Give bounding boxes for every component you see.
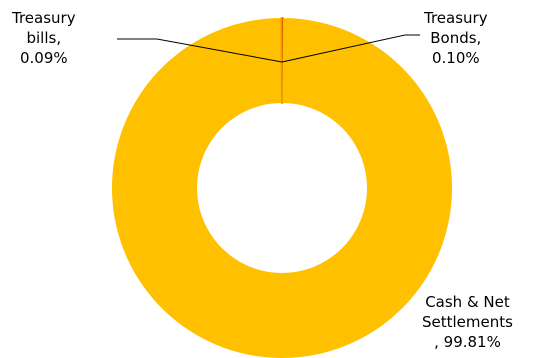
label-cash-net-settlements: Cash & Net Settlements , 99.81% <box>422 292 513 352</box>
leader-line-treasury-bonds <box>281 34 420 63</box>
label-treasury-bills-line2: bills, <box>26 29 62 47</box>
leader-line-treasury-bills <box>117 38 283 63</box>
label-cash-line2: Settlements <box>422 313 513 331</box>
label-treasury-bills: Treasury bills, 0.09% <box>12 8 76 68</box>
label-cash-line1: Cash & Net <box>425 293 510 311</box>
label-treasury-bonds-line1: Treasury <box>424 9 488 27</box>
label-treasury-bonds-line3: 0.10% <box>431 49 480 67</box>
label-treasury-bonds: Treasury Bonds, 0.10% <box>424 8 488 68</box>
label-cash-line3: , 99.81% <box>434 333 501 351</box>
slice-treasury-bills <box>280 17 283 104</box>
label-treasury-bills-line3: 0.09% <box>19 49 68 67</box>
leader-lines <box>117 34 420 63</box>
label-treasury-bonds-line2: Bonds, <box>430 29 482 47</box>
slice-cash-net-settlements <box>112 18 453 358</box>
donut-slices <box>112 17 453 358</box>
label-treasury-bills-line1: Treasury <box>12 9 76 27</box>
